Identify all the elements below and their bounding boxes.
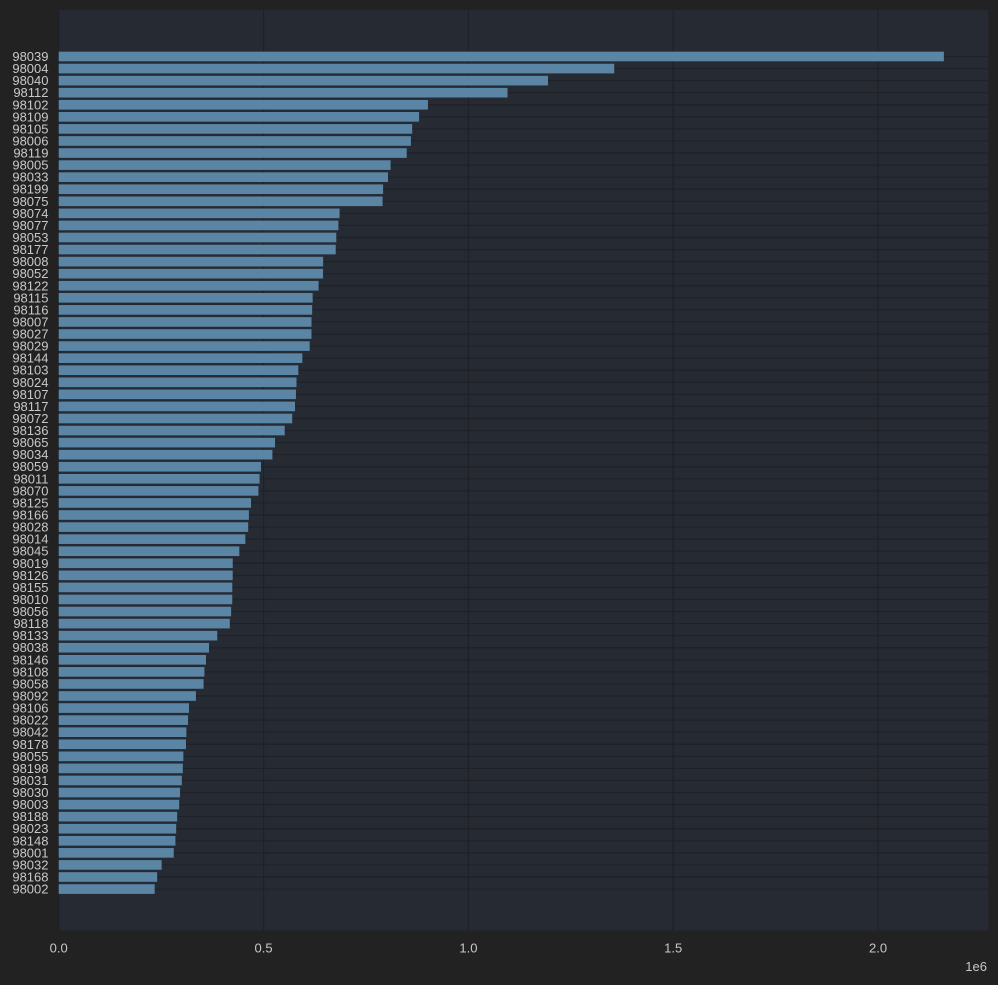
svg-text:2.0: 2.0 (869, 941, 887, 956)
svg-text:98019: 98019 (12, 556, 48, 571)
svg-text:98003: 98003 (12, 797, 48, 812)
svg-text:98010: 98010 (12, 592, 48, 607)
svg-text:98033: 98033 (12, 170, 48, 185)
svg-text:98032: 98032 (12, 857, 48, 872)
svg-text:98168: 98168 (12, 869, 48, 884)
svg-text:98155: 98155 (12, 580, 48, 595)
svg-text:98022: 98022 (12, 713, 48, 728)
svg-text:98125: 98125 (12, 495, 48, 510)
svg-text:98027: 98027 (12, 327, 48, 342)
svg-text:98133: 98133 (12, 628, 48, 643)
svg-text:98042: 98042 (12, 725, 48, 740)
svg-text:98001: 98001 (12, 845, 48, 860)
svg-text:98070: 98070 (12, 483, 48, 498)
svg-text:98146: 98146 (12, 652, 48, 667)
svg-text:98072: 98072 (12, 411, 48, 426)
svg-text:98074: 98074 (12, 206, 48, 221)
svg-text:0.5: 0.5 (255, 941, 273, 956)
svg-text:98053: 98053 (12, 230, 48, 245)
svg-text:98002: 98002 (12, 882, 48, 897)
svg-text:98108: 98108 (12, 664, 48, 679)
svg-text:98028: 98028 (12, 520, 48, 535)
svg-text:98058: 98058 (12, 676, 48, 691)
svg-text:98077: 98077 (12, 218, 48, 233)
svg-text:98024: 98024 (12, 375, 48, 390)
svg-text:98029: 98029 (12, 339, 48, 354)
svg-text:98005: 98005 (12, 158, 48, 173)
svg-text:98011: 98011 (13, 471, 48, 486)
svg-text:98038: 98038 (12, 640, 48, 655)
svg-text:1.5: 1.5 (664, 941, 682, 956)
svg-text:98117: 98117 (13, 399, 48, 414)
svg-text:98034: 98034 (12, 447, 48, 462)
svg-text:98122: 98122 (12, 278, 48, 293)
svg-text:98103: 98103 (12, 363, 48, 378)
svg-text:98116: 98116 (13, 302, 48, 317)
svg-text:98014: 98014 (12, 532, 48, 547)
svg-text:98007: 98007 (12, 314, 48, 329)
svg-text:98118: 98118 (13, 616, 48, 631)
svg-text:98075: 98075 (12, 194, 48, 209)
svg-text:98178: 98178 (12, 737, 48, 752)
svg-text:98059: 98059 (12, 459, 48, 474)
svg-text:98102: 98102 (12, 97, 48, 112)
svg-text:98092: 98092 (12, 689, 48, 704)
svg-text:98109: 98109 (12, 109, 48, 124)
svg-text:98136: 98136 (12, 423, 48, 438)
svg-text:98031: 98031 (12, 773, 48, 788)
svg-text:98004: 98004 (12, 61, 48, 76)
svg-text:98056: 98056 (12, 604, 48, 619)
svg-text:98107: 98107 (12, 387, 48, 402)
svg-text:98177: 98177 (12, 242, 48, 257)
svg-text:98105: 98105 (12, 121, 48, 136)
svg-text:98023: 98023 (12, 821, 48, 836)
svg-text:98126: 98126 (12, 568, 48, 583)
svg-text:98198: 98198 (12, 761, 48, 776)
svg-text:98055: 98055 (12, 749, 48, 764)
svg-text:98006: 98006 (12, 133, 48, 148)
svg-text:1.0: 1.0 (459, 941, 477, 956)
svg-text:98008: 98008 (12, 254, 48, 269)
svg-text:98106: 98106 (12, 701, 48, 716)
svg-text:98065: 98065 (12, 435, 48, 450)
svg-text:98199: 98199 (12, 182, 48, 197)
svg-text:98030: 98030 (12, 785, 48, 800)
svg-text:98112: 98112 (13, 85, 48, 100)
svg-text:98039: 98039 (12, 49, 48, 64)
svg-text:98144: 98144 (12, 351, 48, 366)
svg-text:0.0: 0.0 (50, 941, 68, 956)
svg-text:98188: 98188 (12, 809, 48, 824)
svg-text:98148: 98148 (12, 833, 48, 848)
svg-text:98040: 98040 (12, 73, 48, 88)
svg-text:98052: 98052 (12, 266, 48, 281)
svg-text:98045: 98045 (12, 544, 48, 559)
svg-text:1e6: 1e6 (965, 959, 987, 974)
svg-text:98115: 98115 (13, 290, 48, 305)
svg-text:98166: 98166 (12, 508, 48, 523)
svg-text:98119: 98119 (13, 146, 48, 161)
